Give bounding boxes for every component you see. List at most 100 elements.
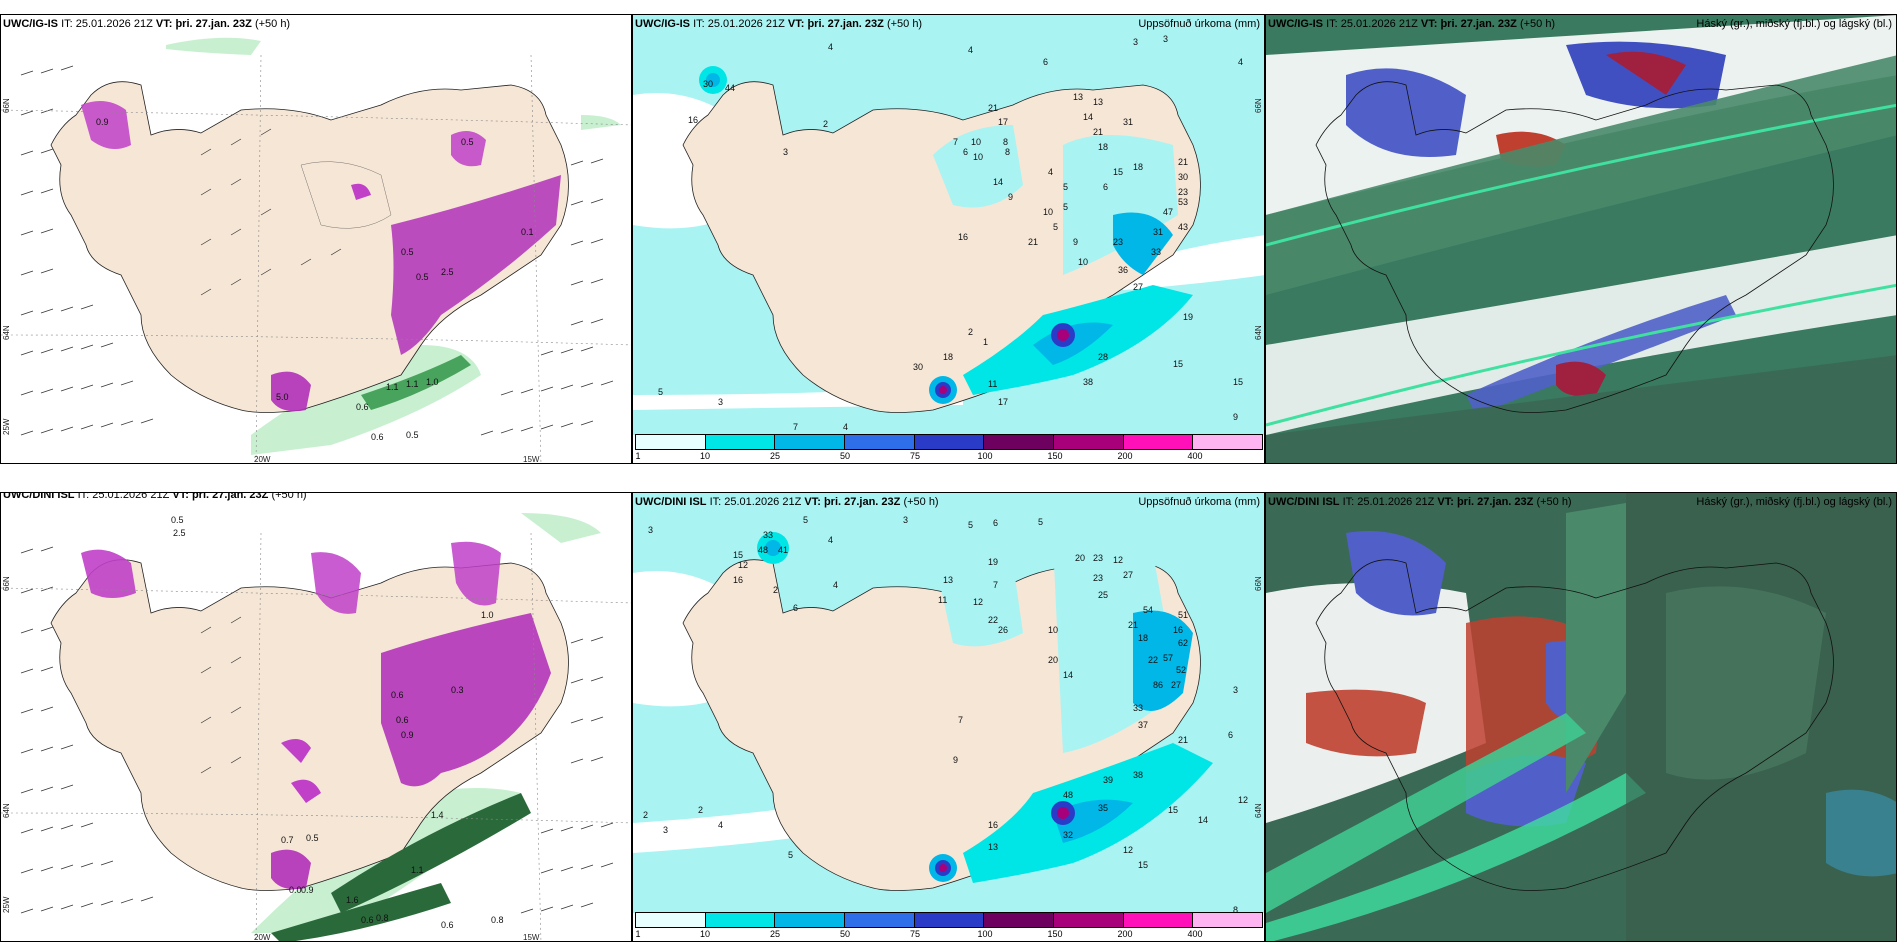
value-label: 6 — [1228, 730, 1233, 740]
it-value: 25.01.2026 21Z — [707, 18, 785, 30]
value-label: 13 — [1093, 97, 1103, 107]
tick-label: 64N — [1254, 325, 1263, 340]
panel-r2-wind-precip: 0.5 0.6 0.8 0.8 0.6 0.9 1.1 0.0 0.7 0.5 … — [0, 492, 632, 942]
offset: (+50 h) — [271, 492, 307, 501]
value-label: 2 — [643, 810, 648, 820]
it-value: 25.01.2026 21Z — [92, 492, 170, 501]
value-label: 1.4 — [431, 810, 444, 820]
value-label: 27 — [1123, 570, 1133, 580]
value-label: 57 — [1163, 653, 1173, 663]
value-label: 17 — [998, 117, 1008, 127]
value-label: 21 — [1028, 237, 1038, 247]
value-label: 44 — [725, 83, 735, 93]
value-label: 16 — [988, 820, 998, 830]
map-r1-clouds — [1266, 15, 1896, 463]
panel-r1-clouds: UWC/IG-IS IT: 25.01.2026 21Z VT: þri. 27… — [1265, 14, 1897, 464]
value-label: 1.6 — [346, 895, 359, 905]
value-label: 2.5 — [441, 267, 454, 277]
value-label: 25 — [1098, 590, 1108, 600]
it-label: IT: — [709, 496, 722, 508]
legend-label: 400 — [1187, 451, 1203, 461]
value-label: 0.6 — [391, 690, 404, 700]
legend-cell — [984, 913, 1055, 927]
value-label: 15 — [1168, 805, 1178, 815]
value-label: 13 — [988, 842, 998, 852]
value-label: 20 — [1048, 655, 1058, 665]
value-label: 0.3 — [451, 685, 464, 695]
value-label: 5 — [968, 520, 973, 530]
value-label: 53 — [1178, 197, 1188, 207]
value-label: 4 — [718, 820, 723, 830]
iceland-land — [50, 81, 569, 413]
model-name: UWC/DINI ISL — [1268, 496, 1340, 508]
value-label: 5 — [788, 850, 793, 860]
map-r2-wind: 0.5 0.6 0.8 0.8 0.6 0.9 1.1 0.0 0.7 0.5 … — [1, 493, 631, 941]
value-label: 9 — [1233, 412, 1238, 422]
offset: (+50 h) — [1536, 496, 1572, 508]
it-label: IT: — [77, 492, 90, 501]
panel-r1-wind-precip: 0.6 0.6 0.5 1.1 1.1 1.0 0.5 5.0 0.9 0.5 … — [0, 14, 632, 464]
value-label: 23 — [1178, 187, 1188, 197]
value-label: 8 — [1233, 905, 1238, 915]
value-label: 16 — [958, 232, 968, 242]
value-label: 54 — [1143, 605, 1153, 615]
it-label: IT: — [1326, 18, 1338, 30]
panel-title: UWC/IG-IS IT: 25.01.2026 21Z VT: þri. 27… — [635, 18, 922, 30]
value-label: 0.9 — [401, 730, 414, 740]
value-label: 2 — [968, 327, 973, 337]
offset: (+50 h) — [903, 496, 939, 508]
value-label: 7 — [958, 715, 963, 725]
vt-value: þri. 27.jan. 23Z — [807, 18, 884, 30]
panel-title: UWC/DINI ISL IT: 25.01.2026 21Z VT: þri.… — [635, 496, 939, 508]
it-label: IT: — [1342, 496, 1355, 508]
wind-barbs — [20, 65, 614, 436]
tick-label: 66N — [1254, 98, 1263, 113]
value-label: 19 — [988, 557, 998, 567]
legend-label: 50 — [839, 451, 851, 461]
offset: (+50 h) — [886, 18, 923, 30]
value-label: 21 — [1093, 127, 1103, 137]
value-label: 33 — [763, 530, 773, 540]
value-label: 38 — [1133, 770, 1143, 780]
value-label: 5 — [1053, 222, 1058, 232]
value-label: 13 — [943, 575, 953, 585]
panel-r1-precip-accum: 4 4 6 3 3 4 30 44 16 2 3 21 17 7 6 10 8 … — [632, 14, 1265, 464]
value-label: 6 — [993, 518, 998, 528]
tick-label: 66N — [2, 576, 11, 591]
legend-label: 75 — [909, 451, 921, 461]
value-label: 32 — [1063, 830, 1073, 840]
value-label: 27 — [1171, 680, 1181, 690]
value-label: 10 — [973, 152, 983, 162]
value-label: 18 — [943, 352, 953, 362]
legend-cell — [1123, 913, 1194, 927]
value-label: 30 — [913, 362, 923, 372]
value-label: 39 — [1103, 775, 1113, 785]
tick-label: 64N — [2, 803, 11, 818]
value-label: 9 — [1073, 237, 1078, 247]
legend-label: 1 — [635, 929, 641, 939]
legend-label: 100 — [977, 451, 993, 461]
value-label: 26 — [998, 625, 1008, 635]
precip-values: 0.5 0.6 0.8 0.8 0.6 0.9 1.1 0.0 0.7 0.5 … — [171, 515, 504, 930]
precip-values: 3 5 4 3 5 6 5 33 48 41 15 12 16 2 6 4 19… — [643, 515, 1248, 915]
precip-values: 4 4 6 3 3 4 30 44 16 2 3 21 17 7 6 10 8 … — [658, 34, 1243, 432]
value-label: 15 — [1113, 167, 1123, 177]
value-label: 0.1 — [521, 227, 534, 237]
value-label: 15 — [1233, 377, 1243, 387]
value-label: 23 — [1093, 573, 1103, 583]
tick-label: 64N — [2, 325, 11, 340]
tick-label: 25W — [2, 418, 11, 435]
legend-label: 10 — [699, 451, 711, 461]
offset: (+50 h) — [1519, 18, 1556, 30]
legend-label: 150 — [1047, 929, 1063, 939]
precip-legend-labels: 1 10 25 50 75 100 150 200 400 — [635, 451, 1263, 463]
value-label: 38 — [1083, 377, 1093, 387]
value-label: 18 — [1133, 162, 1143, 172]
vt-label: VT: — [787, 18, 805, 30]
value-label: 0.6 — [396, 715, 409, 725]
value-label: 0.6 — [371, 432, 384, 442]
value-label: 1 — [983, 337, 988, 347]
value-label: 8 — [1005, 147, 1010, 157]
legend-cell — [705, 913, 776, 927]
it-label: IT: — [693, 18, 705, 30]
